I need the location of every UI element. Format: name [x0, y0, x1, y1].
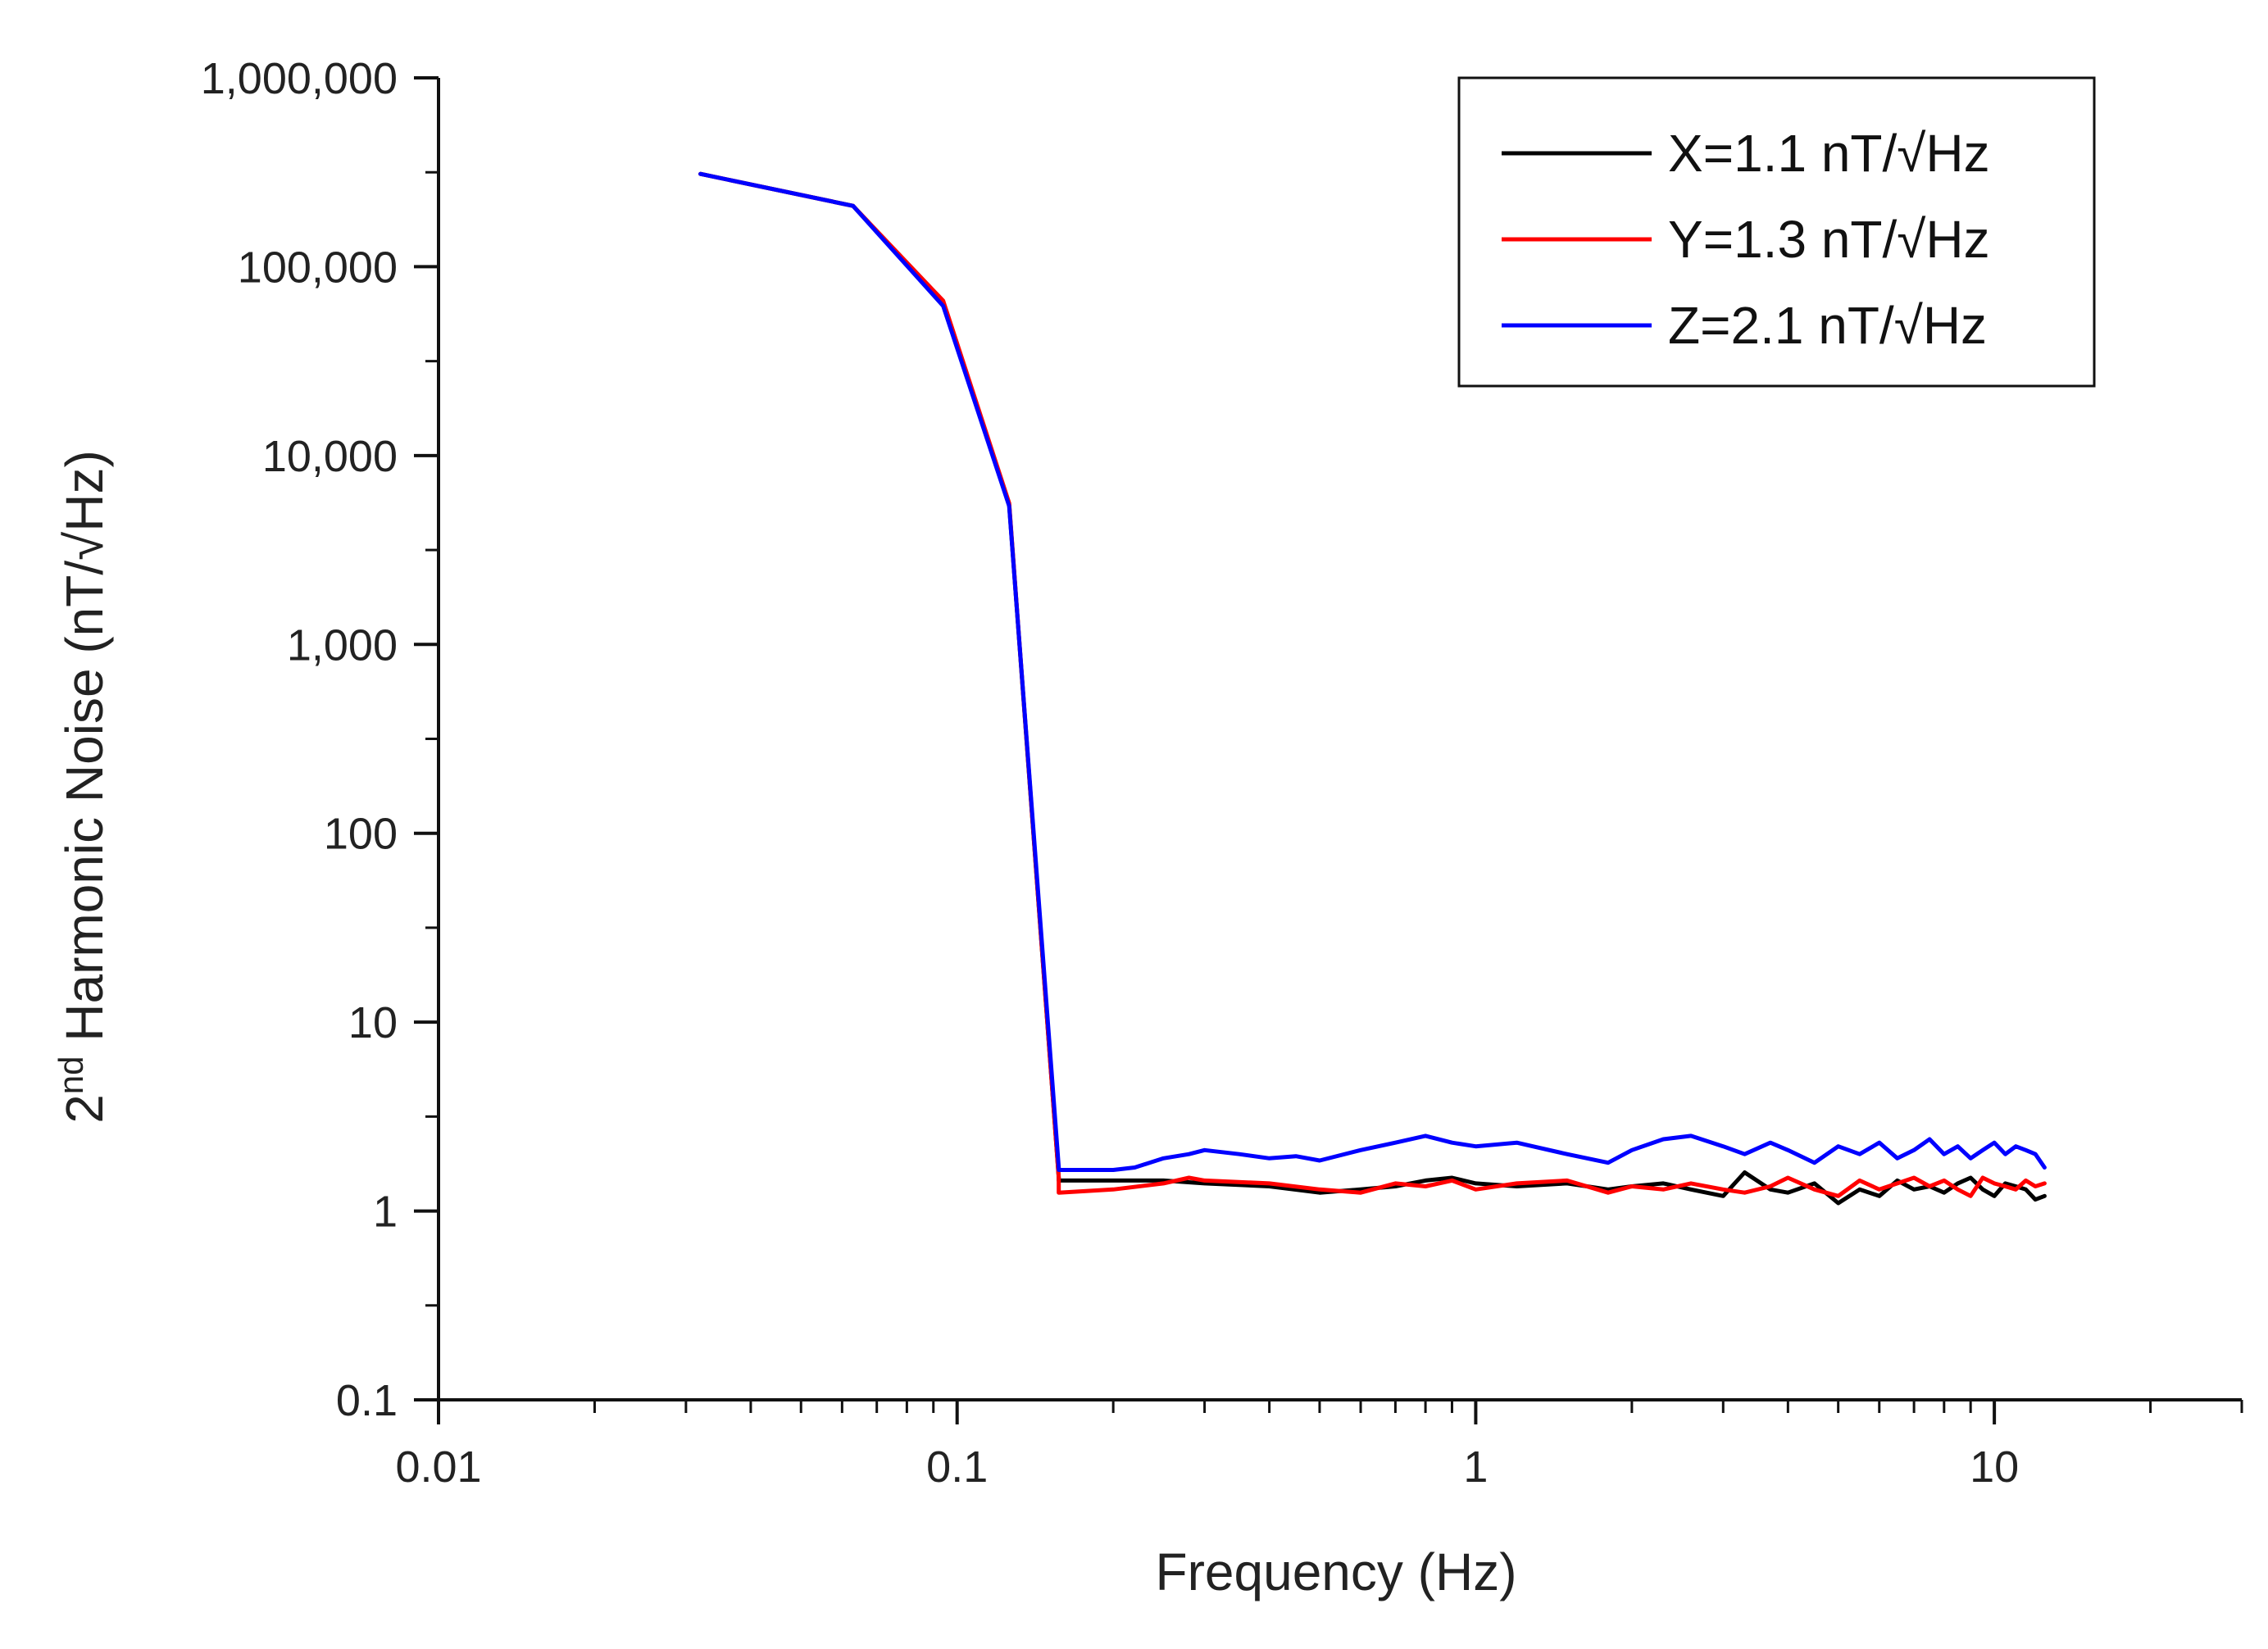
y-tick-label: 1,000 [287, 620, 398, 670]
x-tick-label: 1 [1463, 1442, 1488, 1492]
y-axis-title-rest: Harmonic Noise (nT/√Hz) [55, 450, 114, 1056]
major-tick-group [414, 76, 1997, 1424]
legend-label: Z=2.1 nT/√Hz [1668, 296, 1987, 355]
y-tick-label: 10,000 [262, 432, 398, 481]
legend-box [1457, 76, 2096, 388]
x-tick-label: 0.01 [395, 1442, 481, 1492]
series-line-z [698, 171, 2047, 1172]
tick-label-group: 0.01 0.1 1 10 0.1 1 10 100 1,000 10,000 100,000 1,0… [201, 54, 2019, 1492]
series-group [698, 171, 2047, 1206]
y-tick-label: 0.1 [336, 1376, 398, 1425]
y-tick-label: 100,000 [238, 243, 398, 292]
y-axis-title-base: 2 [55, 1094, 114, 1124]
legend-label: Y=1.3 nT/√Hz [1668, 210, 1990, 269]
y-tick-label: 1,000,000 [201, 54, 398, 103]
y-axis-title-superscript: nd [52, 1056, 90, 1094]
series-line-x [698, 171, 2047, 1206]
minor-tick-group [425, 170, 2243, 1413]
y-tick-label: 1 [373, 1188, 398, 1237]
x-tick-label: 0.1 [926, 1442, 988, 1492]
y-tick-label: 10 [348, 998, 398, 1047]
y-axis-title: 2nd Harmonic Noise (nT/√Hz) [52, 450, 114, 1124]
y-tick-label: 100 [324, 810, 398, 859]
x-tick-label: 10 [1970, 1442, 2019, 1492]
x-axis-title: Frequency (Hz) [1156, 1542, 1517, 1601]
series-line-y [698, 171, 2047, 1198]
legend-label: X=1.1 nT/√Hz [1668, 124, 1990, 183]
legend: X=1.1 nT/√Hz Y=1.3 nT/√Hz Z=2.1 nT/√Hz [1457, 76, 2096, 388]
